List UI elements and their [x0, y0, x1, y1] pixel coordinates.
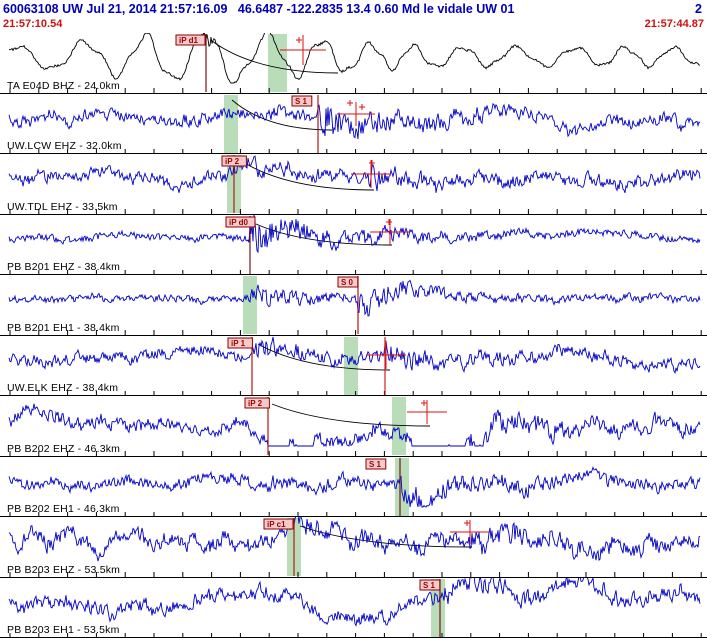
traveltime-curve — [211, 40, 339, 74]
time-ticks — [9, 390, 702, 396]
waveform[interactable] — [8, 403, 701, 448]
pick-window-band — [392, 397, 406, 455]
phase-pick-label: S 1 — [295, 97, 308, 106]
waveform[interactable] — [8, 155, 701, 194]
plus-marker — [386, 218, 392, 225]
window-end-time: 21:57:44.87 — [644, 18, 704, 30]
phase-pick-label: S 1 — [423, 581, 436, 590]
time-ticks — [9, 451, 702, 456]
phase-pick-flag[interactable]: iP 2 — [244, 397, 270, 409]
header-corner-count: 2 — [695, 2, 702, 16]
pick-window-band — [224, 94, 238, 153]
phase-pick-flag[interactable]: iP d1 — [175, 34, 206, 46]
trace-row: S 1 PB B202 EH1 - 46.3km — [0, 457, 707, 517]
trace-plot: iP d0 — [8, 214, 702, 275]
time-ticks — [9, 572, 702, 577]
phase-pick-flag[interactable]: S 0 — [337, 276, 359, 288]
amplitude-pick-marker[interactable] — [351, 160, 391, 188]
phase-pick-label: iP d1 — [179, 36, 199, 45]
trace-row: S 1 UW.LCW EHZ - 32.0km — [0, 94, 707, 154]
time-ticks — [9, 632, 702, 638]
traveltime-curve — [242, 161, 375, 191]
time-range-row: 21:57:10.54 21:57:44.87 — [0, 18, 707, 33]
window-start-time: 21:57:10.54 — [3, 18, 63, 30]
phase-pick-flag[interactable]: iP 2 — [221, 155, 247, 167]
phase-pick-label: iP 2 — [248, 399, 263, 408]
waveform[interactable] — [8, 336, 701, 374]
amplitude-pick-marker[interactable] — [370, 218, 410, 245]
phase-pick-flag[interactable]: S 1 — [291, 95, 313, 106]
plus-marker — [347, 99, 353, 106]
time-ticks — [9, 511, 702, 517]
phase-pick-flag[interactable]: S 1 — [419, 579, 441, 590]
trace-plot: iP c1 — [8, 517, 702, 577]
traveltime-curve — [257, 343, 391, 370]
trace-row: iP d0 PB B201 EHZ - 38.4km — [0, 214, 707, 275]
plus-marker — [359, 103, 365, 110]
pick-window-band — [243, 276, 257, 334]
traveltime-curve — [299, 525, 473, 548]
trace-row: iP 2 UW.TDL EHZ - 33.5km — [0, 154, 707, 215]
traveltime-curve — [271, 403, 431, 427]
trace-plot: iP 2 — [8, 397, 702, 456]
time-ticks — [9, 148, 702, 154]
plus-marker — [296, 37, 302, 43]
waveform[interactable] — [8, 33, 701, 84]
phase-pick-label: iP 2 — [225, 157, 240, 166]
time-ticks — [9, 209, 702, 214]
phase-pick-label: iP c1 — [267, 520, 286, 529]
waveform[interactable] — [8, 577, 701, 627]
amplitude-pick-marker[interactable] — [450, 520, 490, 544]
trace-row: iP 2 PB B202 EHZ - 46.3km — [0, 396, 707, 457]
waveform[interactable] — [8, 102, 701, 139]
trace-row: S 0 PB B201 EH1 - 38.4km — [0, 275, 707, 336]
time-ticks — [9, 330, 702, 335]
event-header: 60063108 UW Jul 21, 2014 21:57:16.09 46.… — [0, 0, 707, 18]
trace-plot: S 1 — [8, 577, 702, 638]
phase-pick-label: iP 1 — [231, 339, 246, 348]
amplitude-pick-marker[interactable] — [407, 400, 447, 424]
phase-pick-flag[interactable]: S 1 — [365, 458, 387, 469]
phase-pick-label: S 0 — [341, 278, 354, 287]
trace-row: iP c1 PB B203 EHZ - 53.5km — [0, 517, 707, 578]
trace-plot: iP d1 — [8, 33, 702, 93]
phase-pick-flag[interactable]: iP 1 — [227, 337, 253, 348]
trace-plot: S 0 — [8, 276, 702, 335]
waveform[interactable] — [8, 214, 701, 253]
phase-pick-flag[interactable]: iP c1 — [263, 518, 294, 530]
time-ticks — [9, 88, 702, 93]
amplitude-pick-marker[interactable] — [337, 101, 375, 126]
amplitude-pick-marker[interactable] — [366, 340, 406, 369]
phase-pick-flag[interactable]: iP d0 — [225, 216, 256, 227]
plus-marker — [369, 160, 375, 166]
trace-plot: S 1 — [8, 94, 702, 154]
time-ticks — [9, 269, 702, 275]
waveform[interactable] — [8, 517, 701, 562]
trace-row: iP d1 TA E04D BHZ - 24.0km — [0, 33, 707, 94]
trace-plot: iP 1 — [8, 336, 702, 396]
trace-row: S 1 PB B203 EH1 - 53.5km — [0, 577, 707, 638]
waveform[interactable] — [8, 279, 701, 317]
pick-window-band — [268, 34, 287, 92]
phase-pick-label: S 1 — [369, 460, 382, 469]
trace-plot: iP 2 — [8, 155, 702, 214]
trace-list: iP d1 TA E04D BHZ - 24.0km S 1 UW.LCW EHZ -… — [0, 33, 707, 638]
plus-marker — [464, 520, 470, 526]
phase-pick-label: iP d0 — [229, 218, 249, 227]
trace-plot: S 1 — [8, 457, 702, 517]
waveform[interactable] — [8, 465, 701, 508]
pick-window-band — [344, 336, 358, 395]
plus-marker — [421, 400, 427, 406]
amplitude-pick-marker[interactable] — [280, 35, 326, 65]
event-summary: 60063108 UW Jul 21, 2014 21:57:16.09 46.… — [3, 2, 515, 16]
trace-row: iP 1 UW.ELK EHZ - 38.4km — [0, 336, 707, 396]
